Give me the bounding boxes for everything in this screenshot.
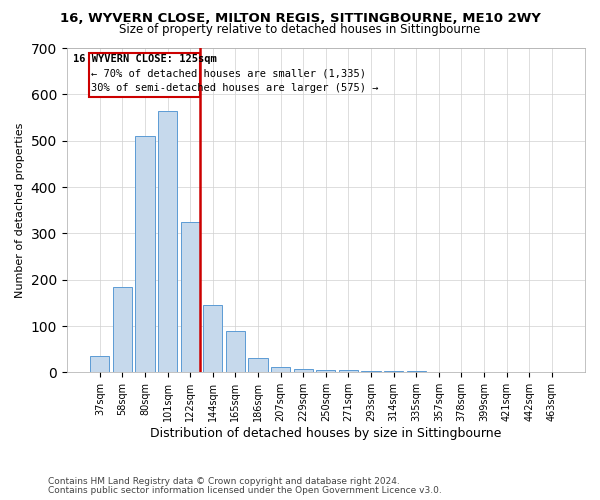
Bar xyxy=(293,368,313,372)
Bar xyxy=(158,110,177,372)
Text: Contains HM Land Registry data © Crown copyright and database right 2024.: Contains HM Land Registry data © Crown c… xyxy=(48,477,400,486)
Bar xyxy=(203,305,223,372)
Bar xyxy=(181,222,200,372)
X-axis label: Distribution of detached houses by size in Sittingbourne: Distribution of detached houses by size … xyxy=(150,427,502,440)
Bar xyxy=(226,330,245,372)
Bar xyxy=(339,370,358,372)
Bar xyxy=(89,52,200,96)
Bar xyxy=(248,358,268,372)
Text: Size of property relative to detached houses in Sittingbourne: Size of property relative to detached ho… xyxy=(119,22,481,36)
Bar xyxy=(361,371,380,372)
Text: 30% of semi-detached houses are larger (575) →: 30% of semi-detached houses are larger (… xyxy=(91,84,378,94)
Bar xyxy=(316,370,335,372)
Text: ← 70% of detached houses are smaller (1,335): ← 70% of detached houses are smaller (1,… xyxy=(91,68,366,78)
Bar xyxy=(113,286,132,372)
Text: 16, WYVERN CLOSE, MILTON REGIS, SITTINGBOURNE, ME10 2WY: 16, WYVERN CLOSE, MILTON REGIS, SITTINGB… xyxy=(59,12,541,26)
Y-axis label: Number of detached properties: Number of detached properties xyxy=(15,122,25,298)
Bar xyxy=(136,136,155,372)
Text: 16 WYVERN CLOSE: 125sqm: 16 WYVERN CLOSE: 125sqm xyxy=(73,54,216,64)
Bar xyxy=(90,356,109,372)
Bar xyxy=(271,367,290,372)
Text: Contains public sector information licensed under the Open Government Licence v3: Contains public sector information licen… xyxy=(48,486,442,495)
